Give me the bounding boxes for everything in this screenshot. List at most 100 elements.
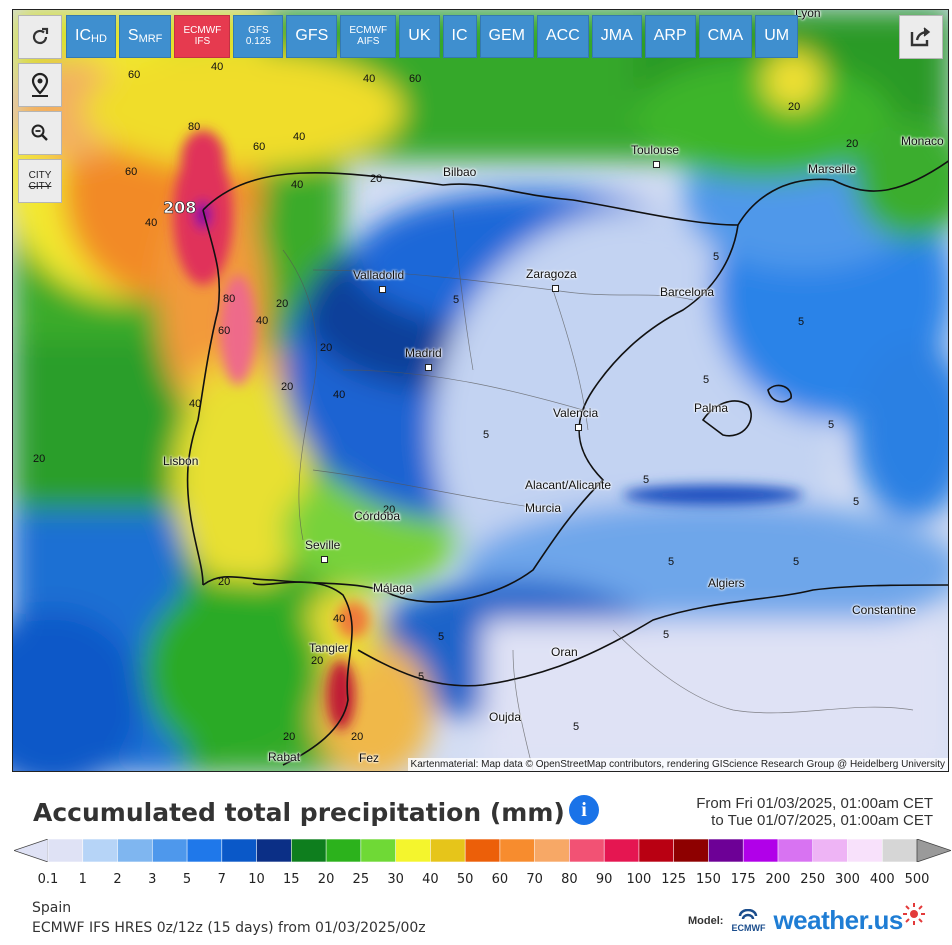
contour-label: 5 (713, 251, 719, 263)
contour-label: 40 (291, 179, 303, 191)
city-toulouse: Toulouse (631, 143, 679, 171)
contour-label: 40 (211, 61, 223, 73)
scale-label: 2 (113, 872, 122, 887)
city-alicante: Alacant/Alicante (525, 478, 612, 492)
city-palma: Palma (694, 401, 729, 415)
scale-label: 500 (904, 872, 930, 887)
model-label: Model: (688, 914, 724, 927)
scale-label: 15 (283, 872, 300, 887)
scale-swatch (847, 839, 884, 862)
map-attribution[interactable]: Kartenmaterial: Map data © OpenStreetMap… (407, 758, 948, 771)
contour-label: 5 (573, 721, 579, 733)
contour-label: 60 (409, 73, 421, 85)
contour-label: 5 (643, 474, 649, 486)
contour-label: 40 (256, 315, 268, 327)
city-algiers: Algiers (708, 576, 745, 590)
model-button-cma[interactable]: CMA (698, 15, 753, 58)
precipitation-map[interactable]: 60 40 40 60 80 60 40 60 40 20 40 80 60 4… (12, 9, 949, 772)
scale-swatch (117, 839, 154, 862)
info-icon[interactable]: i (569, 795, 599, 825)
share-icon (910, 27, 931, 47)
scale-swatch (673, 839, 710, 862)
city-cordoba: Córdoba (354, 509, 401, 523)
location-button[interactable] (18, 63, 62, 107)
scale-swatch (395, 839, 432, 862)
city-rabat: Rabat (268, 750, 301, 764)
contour-label: 20 (311, 655, 323, 667)
city-bilbao: Bilbao (443, 165, 477, 179)
model-button-uk[interactable]: UK (399, 15, 440, 58)
scale-label: 200 (765, 872, 791, 887)
scale-swatch (881, 839, 918, 862)
scale-label: 50 (456, 872, 474, 887)
city-seville: Seville (305, 538, 340, 566)
contour-label: 80 (223, 293, 235, 305)
model-button-ecmwf-ifs[interactable]: ECMWF IFS (174, 15, 231, 58)
model-button-jma[interactable]: JMA (591, 15, 642, 58)
contour-label: 40 (333, 613, 345, 625)
scale-label: 30 (387, 872, 404, 887)
scale-label: 250 (800, 872, 826, 887)
model-button-ic[interactable]: IC (442, 15, 477, 58)
model-button-s-mrf[interactable]: S MRF (118, 15, 172, 58)
brand-area: Model: ECMWF weather.us (688, 902, 927, 936)
contour-label: 5 (703, 374, 709, 386)
contour-label: 40 (293, 131, 305, 143)
contour-label: 5 (798, 316, 804, 328)
contour-label: 80 (188, 121, 200, 133)
color-scale (14, 839, 951, 862)
model-button-arp[interactable]: ARP (644, 15, 696, 58)
scale-label: 20 (317, 872, 335, 887)
model-button-um[interactable]: UM (755, 15, 799, 58)
contour-label: 60 (218, 325, 230, 337)
contour-label: 20 (370, 173, 382, 185)
scale-label: 0.1 (37, 872, 59, 887)
contour-labels: 60 40 40 60 80 60 40 60 40 20 40 80 60 4… (33, 61, 859, 743)
contour-label: 5 (663, 629, 669, 641)
contour-label: 20 (846, 138, 858, 150)
scale-label: 60 (491, 872, 509, 887)
period-range: From Fri 01/03/2025, 01:00am CET to Tue … (696, 795, 933, 829)
contour-label: 20 (383, 504, 395, 516)
model-button-ic-hd[interactable]: IC HD (66, 15, 116, 58)
city-toggle-button[interactable]: CITY CITY (18, 159, 62, 203)
share-button[interactable] (899, 15, 943, 59)
zoom-out-button[interactable] (18, 111, 62, 155)
model-button-gem[interactable]: GEM (479, 15, 534, 58)
scale-swatch (221, 839, 258, 862)
contour-label: 5 (453, 294, 459, 306)
contour-label: 40 (363, 73, 375, 85)
scale-swatch (325, 839, 362, 862)
contour-label: 20 (788, 101, 800, 113)
city-lisbon: Lisbon (163, 454, 199, 468)
contour-label: 20 (281, 381, 293, 393)
scale-swatch (708, 839, 745, 862)
city-marseille: Marseille (808, 162, 857, 176)
scale-swatch (569, 839, 605, 862)
model-button-gfs[interactable]: GFS (286, 15, 338, 58)
ecmwf-logo-icon (739, 908, 758, 919)
scale-swatch (812, 839, 849, 862)
scale-label: 25 (352, 872, 370, 887)
contour-label: 20 (283, 731, 295, 743)
scale-label: 40 (422, 872, 439, 887)
city-constantine: Constantine (852, 603, 917, 617)
weather-us-logo[interactable]: weather.us (773, 905, 903, 935)
scale-swatch (82, 839, 119, 862)
model-button-gfs-0125[interactable]: GFS 0.125 (233, 15, 284, 58)
scale-label: 125 (661, 872, 687, 887)
contour-label: 5 (828, 419, 834, 431)
model-button-acc[interactable]: ACC (536, 15, 589, 58)
precipitation-field: 60 40 40 60 80 60 40 60 40 20 40 80 60 4… (13, 10, 948, 771)
scale-label: 80 (561, 872, 578, 887)
city-toggle-label-strike: CITY (28, 181, 52, 192)
city-tangier: Tangier (309, 641, 349, 655)
scale-label: 300 (835, 872, 860, 887)
scale-swatch (186, 839, 223, 862)
contour-label: 5 (438, 631, 444, 643)
max-value-label: 208 (163, 198, 196, 217)
model-button-ecmwf-aifs[interactable]: ECMWF AIFS (340, 15, 397, 58)
zoom-out-icon (31, 124, 48, 141)
refresh-icon (32, 27, 49, 45)
refresh-button[interactable] (18, 15, 62, 59)
